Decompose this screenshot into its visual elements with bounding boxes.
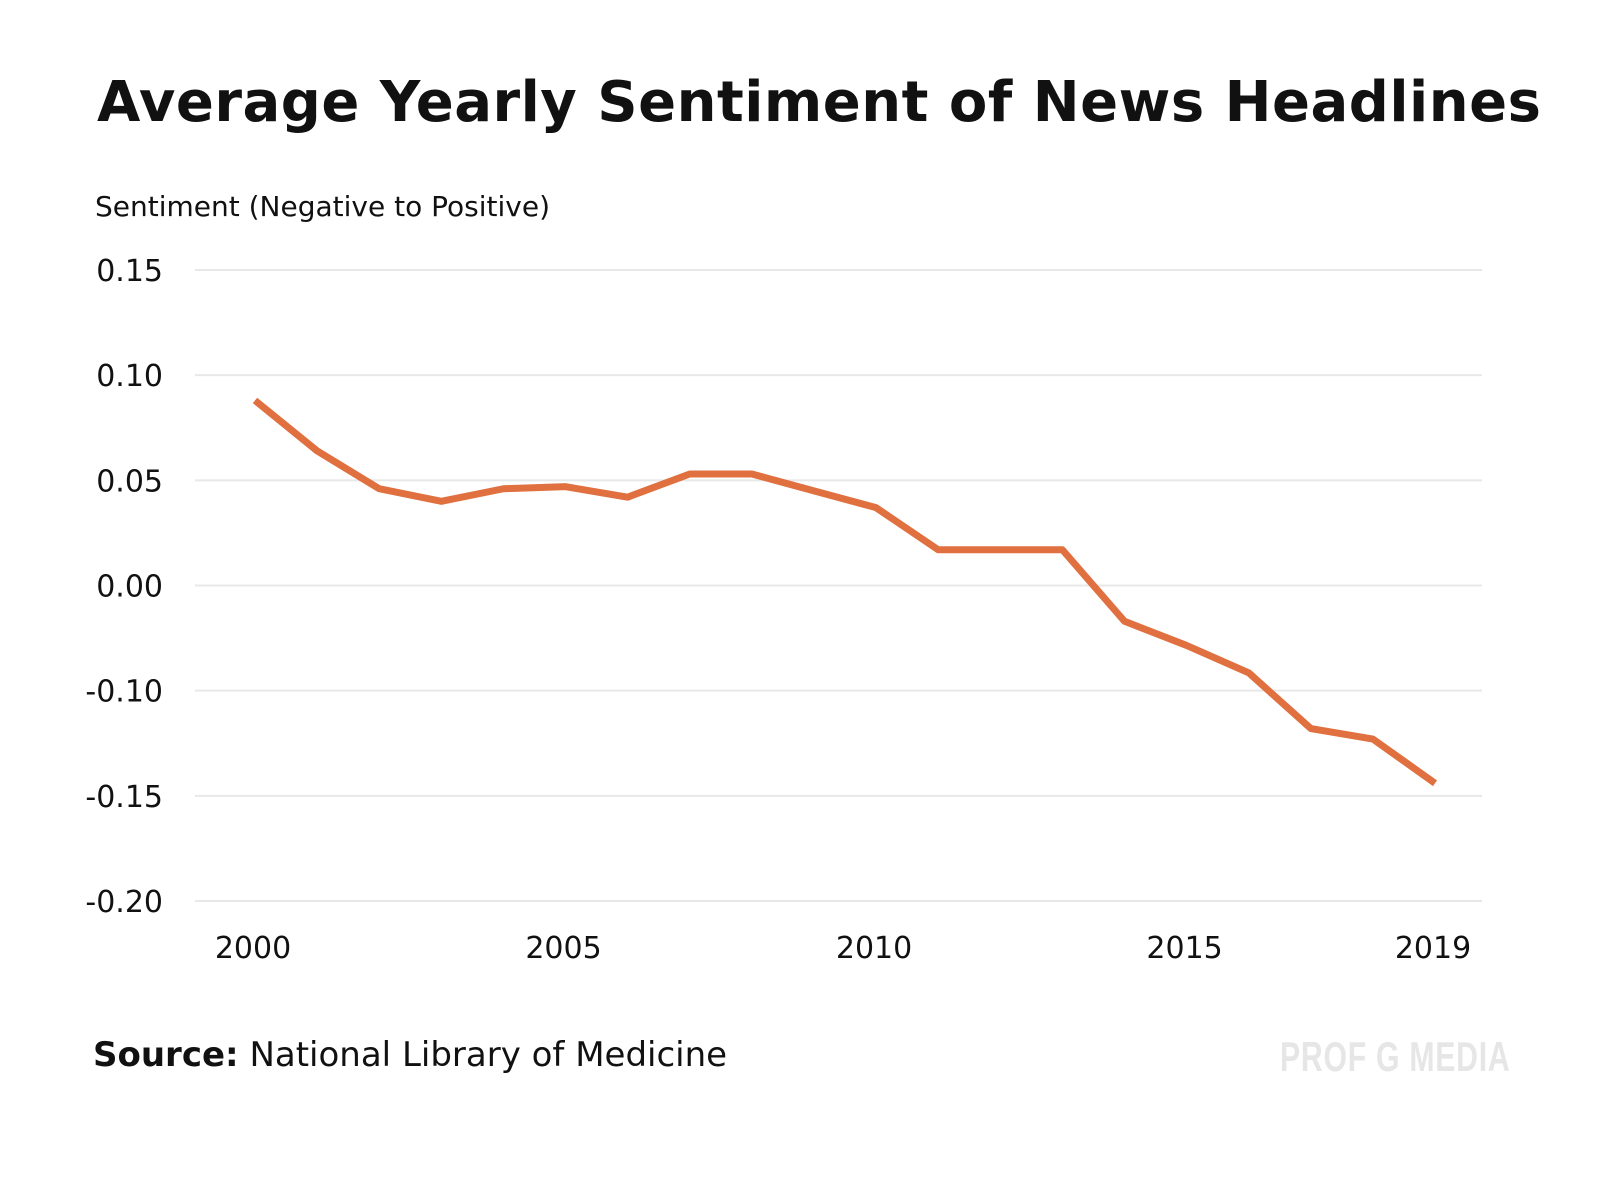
watermark-logo: PROF G MEDIA [1280,1033,1511,1080]
y-tick-label: 0.05 [96,464,163,499]
y-tick-label: -0.15 [85,780,163,815]
source-note: Source: National Library of Medicine [93,1035,727,1075]
source-text: National Library of Medicine [249,1035,728,1075]
y-tick-label: 0.15 [96,254,163,289]
y-axis-label: Sentiment (Negative to Positive) [95,190,550,223]
y-tick-label: -0.10 [85,675,163,710]
y-tick-label: -0.20 [85,885,163,920]
x-tick-label: 2015 [1146,931,1222,966]
series-line [252,397,1438,787]
x-tick-label: 2019 [1395,931,1471,966]
chart-title: Average Yearly Sentiment of News Headlin… [97,70,1542,135]
source-label: Source: [93,1035,239,1075]
y-tick-label: 0.00 [96,570,163,605]
y-tick-label: 0.10 [96,359,163,394]
x-tick-label: 2010 [836,931,912,966]
x-tick-label: 2000 [215,931,291,966]
x-tick-label: 2005 [525,931,601,966]
